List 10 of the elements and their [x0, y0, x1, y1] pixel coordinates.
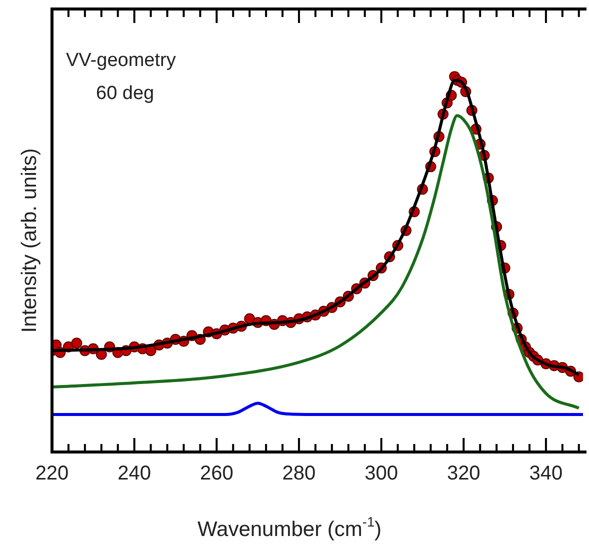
x-tick-label: 260 [200, 462, 234, 485]
x-tick-label: 300 [364, 462, 398, 485]
y-axis-title: Intensity (arb. units) [18, 148, 41, 333]
x-tick-label: 280 [282, 462, 316, 485]
x-tick-label: 240 [118, 462, 152, 485]
annotation: 60 deg [96, 83, 154, 104]
x-tick-label: 340 [529, 462, 563, 485]
text: VV-geometry [66, 50, 176, 71]
x-tick-label: 220 [35, 462, 69, 485]
x-tick-label: 320 [446, 462, 480, 485]
